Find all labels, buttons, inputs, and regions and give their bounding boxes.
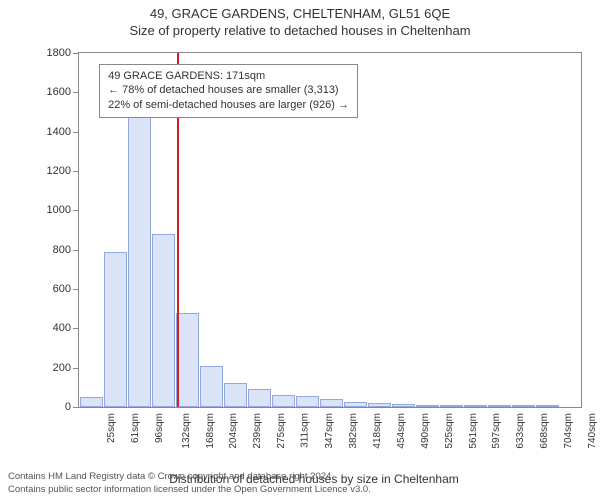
x-tick-label: 96sqm bbox=[154, 413, 165, 443]
y-tick-label: 1800 bbox=[47, 47, 79, 59]
footer-attribution: Contains HM Land Registry data © Crown c… bbox=[8, 471, 592, 496]
x-tick-label: 275sqm bbox=[276, 413, 287, 449]
info-line-property: 49 GRACE GARDENS: 171sqm bbox=[108, 69, 349, 84]
info-line-larger: 22% of semi-detached houses are larger (… bbox=[108, 98, 349, 113]
histogram-bar bbox=[272, 395, 295, 407]
histogram-bar bbox=[296, 396, 319, 407]
y-tick-label: 600 bbox=[53, 283, 79, 295]
x-tick-label: 311sqm bbox=[300, 413, 311, 448]
x-tick-label: 525sqm bbox=[443, 413, 454, 449]
y-tick-label: 1400 bbox=[47, 126, 79, 138]
x-tick-label: 704sqm bbox=[563, 413, 574, 449]
y-tick-label: 1200 bbox=[47, 165, 79, 177]
y-tick-label: 200 bbox=[53, 362, 79, 374]
title-subtitle: Size of property relative to detached ho… bbox=[0, 23, 600, 38]
x-tick-label: 132sqm bbox=[180, 413, 191, 449]
histogram-bar bbox=[176, 313, 199, 407]
y-tick-label: 1000 bbox=[47, 204, 79, 216]
x-tick-label: 347sqm bbox=[324, 413, 335, 449]
x-tick-label: 668sqm bbox=[539, 413, 550, 449]
histogram-bar bbox=[200, 366, 223, 407]
plot-area: 020040060080010001200140016001800 25sqm6… bbox=[78, 52, 582, 408]
x-tick-label: 382sqm bbox=[348, 413, 359, 449]
x-tick-label: 204sqm bbox=[228, 413, 239, 449]
histogram-bar bbox=[320, 399, 343, 407]
histogram-bar bbox=[416, 405, 439, 407]
x-tick-label: 490sqm bbox=[419, 413, 430, 449]
x-tick-label: 454sqm bbox=[396, 413, 407, 449]
histogram-bar bbox=[368, 403, 391, 407]
x-tick-label: 740sqm bbox=[587, 413, 598, 449]
histogram-bar bbox=[464, 405, 487, 407]
histogram-bar bbox=[104, 252, 127, 407]
y-tick-label: 400 bbox=[53, 322, 79, 334]
x-tick-label: 61sqm bbox=[130, 413, 141, 443]
histogram-bar bbox=[152, 234, 175, 407]
x-tick-label: 597sqm bbox=[491, 413, 502, 449]
histogram-bar bbox=[224, 383, 247, 407]
histogram-bar bbox=[440, 405, 463, 407]
histogram-bar bbox=[128, 116, 151, 407]
footer-line-licence: Contains public sector information licen… bbox=[8, 484, 592, 496]
y-tick-label: 800 bbox=[53, 244, 79, 256]
x-tick-label: 168sqm bbox=[204, 413, 215, 449]
chart-container: Number of detached properties 0200400600… bbox=[40, 48, 588, 428]
title-address: 49, GRACE GARDENS, CHELTENHAM, GL51 6QE bbox=[0, 6, 600, 21]
x-tick-label: 633sqm bbox=[515, 413, 526, 449]
histogram-bar bbox=[512, 405, 535, 407]
info-box: 49 GRACE GARDENS: 171sqm ← 78% of detach… bbox=[99, 64, 358, 119]
x-tick-label: 418sqm bbox=[372, 413, 383, 449]
info-line-smaller: ← 78% of detached houses are smaller (3,… bbox=[108, 83, 349, 98]
histogram-bar bbox=[344, 402, 367, 407]
histogram-bar bbox=[536, 405, 559, 407]
histogram-bar bbox=[392, 404, 415, 407]
y-tick-label: 1600 bbox=[47, 86, 79, 98]
footer-line-registry: Contains HM Land Registry data © Crown c… bbox=[8, 471, 592, 483]
x-tick-label: 25sqm bbox=[106, 413, 117, 443]
y-tick-label: 0 bbox=[65, 401, 79, 413]
histogram-bar bbox=[80, 397, 103, 407]
x-tick-label: 239sqm bbox=[252, 413, 263, 449]
histogram-bar bbox=[248, 389, 271, 407]
chart-titles: 49, GRACE GARDENS, CHELTENHAM, GL51 6QE … bbox=[0, 0, 600, 40]
histogram-bar bbox=[488, 405, 511, 407]
x-tick-label: 561sqm bbox=[467, 413, 478, 449]
